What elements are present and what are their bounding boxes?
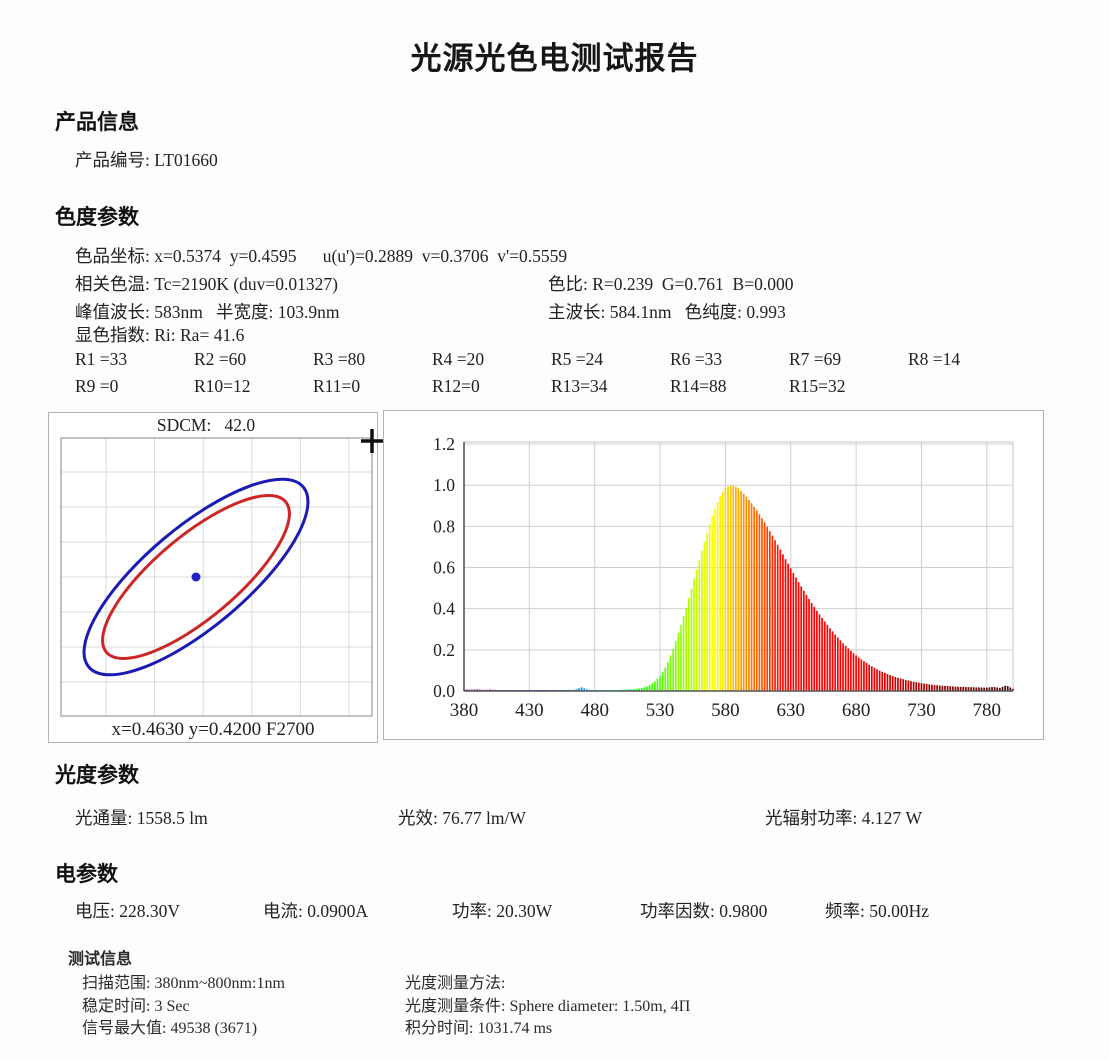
spectrum-chart: 0.0 0.2 0.4 0.6 0.8 1.0 1.2 380 430 480 530 580 630 6…	[383, 410, 1044, 740]
integration-time: 积分时间: 1031.74 ms	[405, 1020, 553, 1037]
cri-r7: R7 =69	[789, 349, 842, 369]
chromaticity-coordinates: 色品坐标: x=0.5374 y=0.4595 u(u')=0.2889 v=0…	[75, 246, 568, 266]
section-heading-electrical: 电参数	[55, 862, 118, 886]
luminous-flux: 光通量: 1558.5 lm	[75, 808, 208, 828]
cri-r11: R11=0	[313, 376, 361, 396]
svg-text:1.2: 1.2	[433, 434, 455, 454]
cri-r13: R13=34	[551, 376, 608, 396]
cri-r4: R4 =20	[432, 349, 485, 369]
svg-text:430: 430	[515, 700, 544, 721]
power-factor: 功率因数: 0.9800	[640, 901, 768, 921]
svg-text:1.0: 1.0	[433, 475, 455, 495]
frequency: 频率: 50.00Hz	[825, 901, 930, 921]
scan-range: 扫描范围: 380nm~800nm:1nm	[82, 975, 285, 992]
section-heading-chromaticity: 色度参数	[55, 205, 139, 229]
cri-values-row-2: R9 =0 R10=12 R11=0 R12=0 R13=34 R14=88 R…	[75, 376, 908, 397]
luminous-efficacy: 光效: 76.77 lm/W	[398, 808, 526, 828]
section-heading-test-info: 测试信息	[68, 951, 133, 968]
svg-text:0.2: 0.2	[433, 640, 455, 660]
voltage: 电压: 228.30V	[75, 901, 180, 921]
photometry-condition: 光度测量条件: Sphere diameter: 1.50m, 4Π	[405, 998, 691, 1015]
sdcm-ellipse-plot	[60, 429, 384, 717]
cri-summary: 显色指数: Ri: Ra= 41.6	[75, 325, 245, 345]
color-ratio: 色比: R=0.239 G=0.761 B=0.000	[548, 274, 794, 294]
photometry-method: 光度测量方法:	[405, 975, 506, 992]
radiant-power: 光辐射功率: 4.127 W	[765, 808, 923, 828]
section-heading-product-info: 产品信息	[55, 110, 139, 134]
cri-r12: R12=0	[432, 376, 480, 396]
spectrum-plot: 0.0 0.2 0.4 0.6 0.8 1.0 1.2 380 430 480 530 580 630 6…	[433, 434, 1014, 721]
svg-text:480: 480	[580, 700, 609, 721]
svg-text:780: 780	[973, 700, 1002, 721]
cri-r1: R1 =33	[75, 349, 128, 369]
signal-max: 信号最大值: 49538 (3671)	[82, 1020, 258, 1037]
svg-text:0.6: 0.6	[433, 558, 455, 578]
svg-text:380: 380	[450, 700, 479, 721]
sdcm-ellipse-chart: SDCM: 42.0 x=0.4630 y=0.4200 F2700	[48, 412, 384, 743]
product-id: 产品编号: LT01660	[75, 150, 218, 170]
cri-r9: R9 =0	[75, 376, 119, 396]
svg-text:730: 730	[907, 700, 936, 721]
cri-r2: R2 =60	[194, 349, 247, 369]
correlated-color-temperature: 相关色温: Tc=2190K (duv=0.01327)	[75, 274, 339, 294]
svg-text:630: 630	[777, 700, 806, 721]
cri-r5: R5 =24	[551, 349, 604, 369]
stabilize-time: 稳定时间: 3 Sec	[82, 998, 190, 1015]
power: 功率: 20.30W	[452, 901, 553, 921]
sdcm-chart-title: SDCM: 42.0	[156, 415, 256, 435]
dominant-wavelength: 主波长: 584.1nm 色纯度: 0.993	[548, 302, 786, 322]
svg-text:0.4: 0.4	[433, 599, 455, 619]
svg-text:0.8: 0.8	[433, 516, 455, 536]
section-heading-photometric: 光度参数	[55, 763, 139, 787]
cri-r3: R3 =80	[313, 349, 366, 369]
svg-text:530: 530	[646, 700, 675, 721]
current: 电流: 0.0900A	[263, 901, 368, 921]
page-title: 光源光色电测试报告	[410, 41, 699, 76]
cri-r6: R6 =33	[670, 349, 723, 369]
svg-text:680: 680	[842, 700, 871, 721]
cri-r8: R8 =14	[908, 349, 961, 369]
svg-text:580: 580	[711, 700, 740, 721]
sdcm-chart-footer: x=0.4630 y=0.4200 F2700	[111, 719, 315, 740]
cri-r15: R15=32	[789, 376, 846, 396]
peak-wavelength: 峰值波长: 583nm 半宽度: 103.9nm	[75, 302, 340, 322]
cri-r10: R10=12	[194, 376, 251, 396]
cri-values-row-1: R1 =33 R2 =60 R3 =80 R4 =20 R5 =24 R6 =3…	[75, 349, 1027, 370]
cri-r14: R14=88	[670, 376, 727, 396]
svg-text:0.0: 0.0	[433, 681, 455, 701]
